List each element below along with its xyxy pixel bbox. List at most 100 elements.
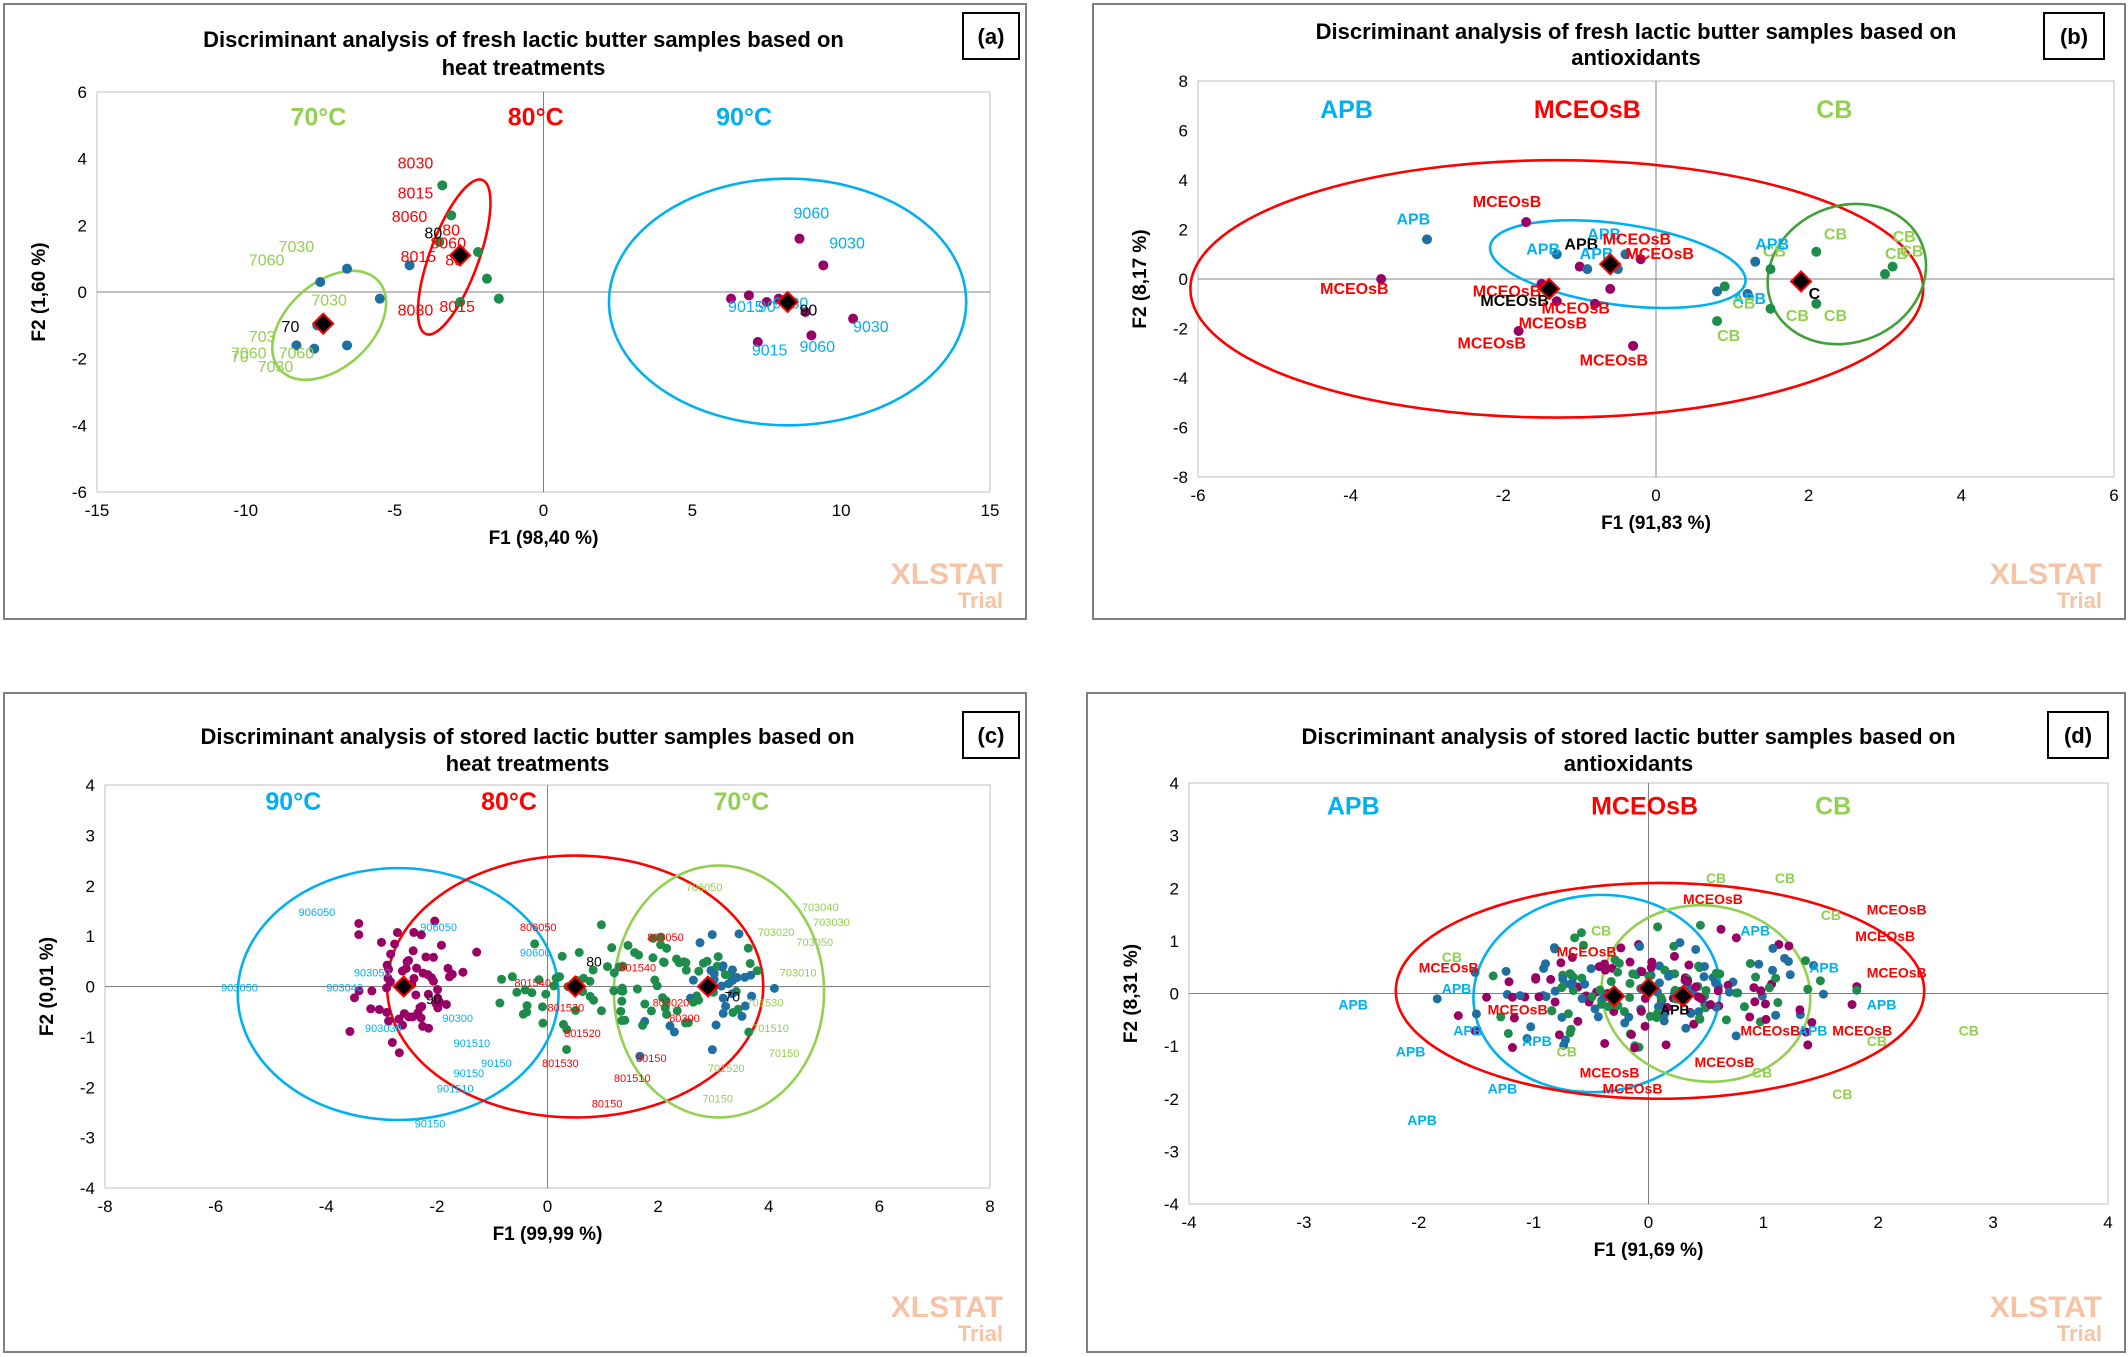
x-tick-label: 6 xyxy=(2109,486,2118,505)
data-point xyxy=(1749,983,1759,993)
data-point xyxy=(674,958,684,968)
panel-label-box xyxy=(962,711,1020,759)
data-point xyxy=(495,998,505,1008)
data-point xyxy=(402,957,412,967)
x-tick-label: -3 xyxy=(1296,1213,1311,1232)
group-centroid xyxy=(1602,984,1626,1008)
data-point xyxy=(1653,922,1663,932)
data-point xyxy=(634,950,644,960)
data-point xyxy=(732,973,742,983)
data-point xyxy=(441,999,451,1009)
data-point xyxy=(1731,988,1741,998)
data-point xyxy=(1521,217,1532,228)
group-centroid xyxy=(1537,277,1561,301)
data-point xyxy=(1470,967,1480,977)
point-label: 8030 xyxy=(398,156,434,173)
x-tick-label: 2 xyxy=(1804,486,1813,505)
point-label: 703020 xyxy=(758,927,795,939)
data-point xyxy=(609,968,619,978)
y-tick-label: 2 xyxy=(78,216,87,235)
point-label: MCEOsB xyxy=(1542,301,1610,318)
group-centroid xyxy=(1598,252,1622,276)
group-centroid xyxy=(1637,976,1660,1000)
data-point xyxy=(743,943,753,953)
data-point xyxy=(394,1014,404,1024)
data-point xyxy=(291,340,302,351)
point-label: MCEOsB xyxy=(1740,1023,1800,1039)
x-tick-label: 8 xyxy=(985,1197,994,1216)
point-label: 801520 xyxy=(564,1028,601,1040)
point-label: CB xyxy=(1752,1065,1772,1081)
data-point xyxy=(434,237,445,247)
data-point xyxy=(1422,234,1432,245)
data-point xyxy=(794,233,805,244)
data-point xyxy=(656,932,666,942)
data-point xyxy=(646,1006,656,1016)
y-tick-label: -4 xyxy=(72,416,87,435)
data-point xyxy=(1563,1009,1573,1019)
point-label: 8015 xyxy=(439,299,475,316)
data-point xyxy=(1656,993,1666,1003)
data-point xyxy=(1513,325,1524,336)
data-point xyxy=(1554,1030,1564,1040)
data-point xyxy=(1815,976,1825,986)
point-label: 703030 xyxy=(813,917,850,929)
point-label: MCEOsB xyxy=(1855,928,1915,944)
data-point xyxy=(1576,928,1586,938)
data-point xyxy=(702,956,712,966)
data-point xyxy=(1578,940,1588,950)
data-point xyxy=(1818,989,1828,999)
y-tick-label: 6 xyxy=(1179,122,1188,141)
x-axis-label: F1 (98,40 %) xyxy=(489,528,599,549)
panel-b-fresh-antioxidants-chart: -6 -4 -2 0 2 4 6 -8 -6 -4 -2 0 2 4 6 8 F1 (91,83 %) F2 (8… xyxy=(1092,3,2126,620)
data-point xyxy=(507,972,517,982)
point-label: APB xyxy=(1798,1023,1828,1039)
data-point xyxy=(733,1004,743,1014)
data-point xyxy=(430,916,440,926)
point-label: MCEOsB xyxy=(1683,891,1743,907)
data-point xyxy=(1547,1006,1557,1016)
y-tick-label: -6 xyxy=(72,483,87,502)
point-label: 806050 xyxy=(520,922,557,934)
data-point xyxy=(1504,977,1514,987)
point-label: MCEOsB xyxy=(1473,194,1541,211)
data-point xyxy=(618,961,628,971)
point-label: 906050 xyxy=(299,907,336,919)
x-tick-label: -8 xyxy=(97,1197,112,1216)
data-point xyxy=(616,1006,626,1016)
data-point xyxy=(1724,987,1734,997)
data-point xyxy=(745,958,755,968)
data-point xyxy=(534,975,544,985)
data-point xyxy=(648,953,658,963)
point-label: 9030 xyxy=(829,236,865,253)
data-point xyxy=(1635,254,1646,265)
y-tick-label: 0 xyxy=(1170,985,1179,1004)
data-point xyxy=(1765,264,1776,275)
data-point xyxy=(818,260,829,271)
point-label: 701520 xyxy=(708,1063,745,1075)
data-point xyxy=(1771,973,1781,983)
data-point xyxy=(1669,951,1679,961)
point-label: 90 xyxy=(799,302,817,319)
data-point xyxy=(718,1008,728,1018)
y-tick-label: -8 xyxy=(1173,468,1188,487)
data-point xyxy=(694,995,704,1005)
data-point xyxy=(1811,298,1822,309)
point-label: MCEOsB xyxy=(1488,1002,1548,1018)
point-label: 80300 xyxy=(669,1013,700,1025)
data-point xyxy=(1636,1006,1646,1016)
x-tick-label: 10 xyxy=(832,501,851,520)
data-point xyxy=(481,273,492,284)
confidence-ellipse xyxy=(1189,158,1925,419)
data-point xyxy=(1565,1028,1575,1038)
panel-c-stored-heat-chart: -8 -6 -4 -2 0 2 4 6 8 -4 -3 -2 -1 0 1 2 3 4 F1 (99,99 %) F2… xyxy=(3,692,1027,1353)
point-label: MCEOsB xyxy=(1694,1054,1754,1070)
watermark-xlstat: XLSTAT xyxy=(1990,558,2102,591)
data-point xyxy=(1625,978,1635,988)
point-label: 70 xyxy=(725,989,741,1005)
data-point xyxy=(1768,965,1778,975)
watermark-xlstat: XLSTAT xyxy=(1990,1291,2102,1324)
panel-label-box xyxy=(2047,711,2109,759)
data-point xyxy=(1739,1002,1749,1012)
